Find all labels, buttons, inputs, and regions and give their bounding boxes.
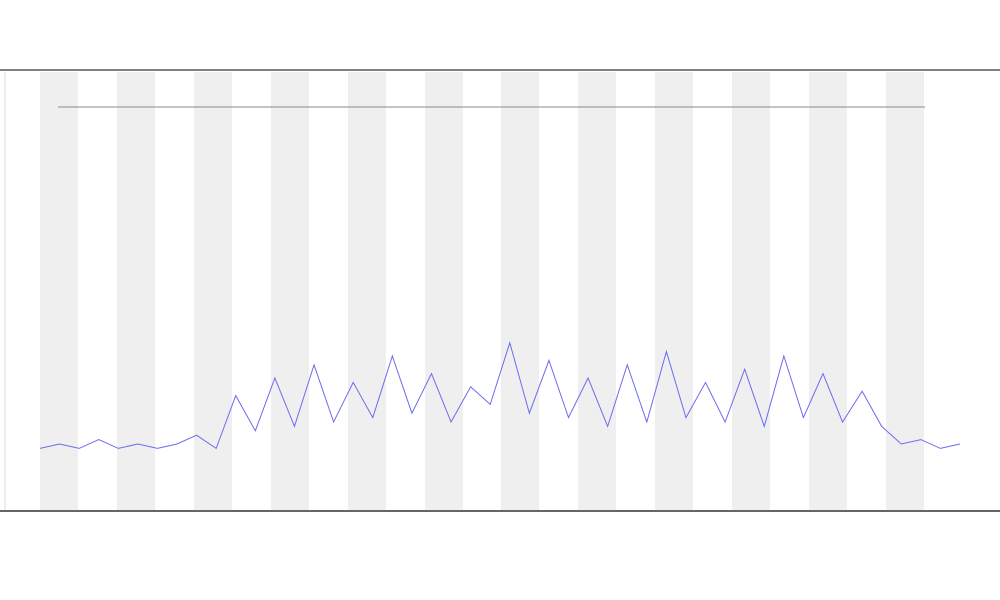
series-line [39, 341, 961, 450]
band [732, 72, 770, 510]
band [655, 72, 693, 510]
band [348, 72, 386, 510]
band [886, 72, 924, 510]
band [425, 72, 463, 510]
band [501, 72, 539, 510]
band [271, 72, 309, 510]
band [809, 72, 847, 510]
band [194, 72, 232, 510]
band [40, 72, 78, 510]
band [117, 72, 155, 510]
bands [40, 72, 924, 510]
band [578, 72, 616, 510]
